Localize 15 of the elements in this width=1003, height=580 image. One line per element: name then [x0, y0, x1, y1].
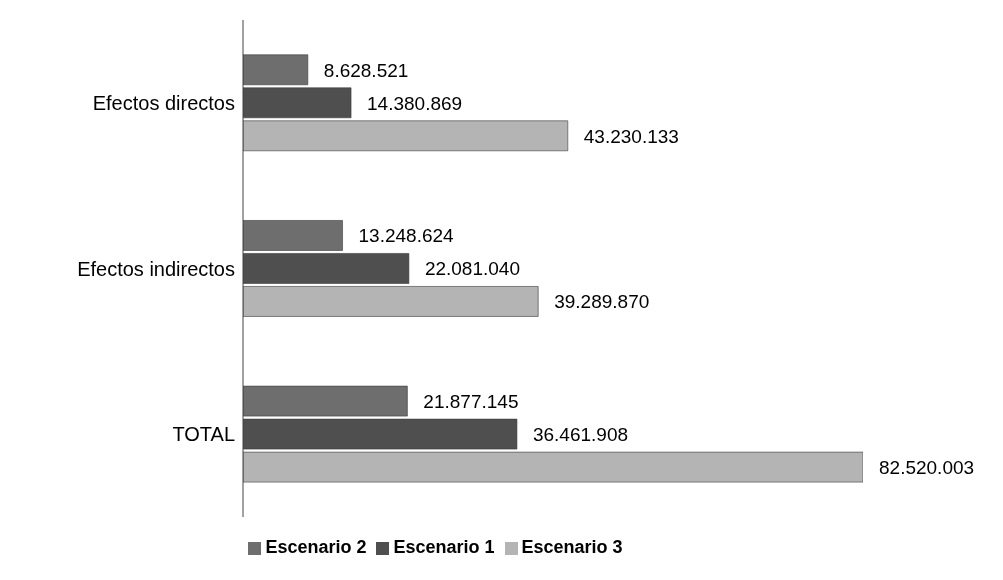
data-label: 8.628.521 [323, 59, 409, 81]
data-label: 39.289.870 [554, 291, 650, 313]
data-label: 13.248.624 [358, 225, 455, 247]
data-label: 82.520.003 [879, 456, 975, 478]
data-label: 43.230.133 [583, 125, 679, 147]
y-tick-label: Efectos directos [92, 91, 235, 114]
data-label: 36.461.908 [532, 423, 629, 445]
legend-label: Escenario 1 [393, 537, 495, 557]
data-label: 21.877.145 [423, 390, 519, 412]
legend-label: Escenario 2 [265, 537, 367, 557]
legend-label: Escenario 3 [521, 537, 623, 557]
data-label: 22.081.040 [424, 258, 520, 280]
y-tick-label: TOTAL [172, 423, 235, 446]
y-tick-label: Efectos indirectos [77, 257, 235, 280]
data-label: 14.380.869 [367, 92, 463, 114]
